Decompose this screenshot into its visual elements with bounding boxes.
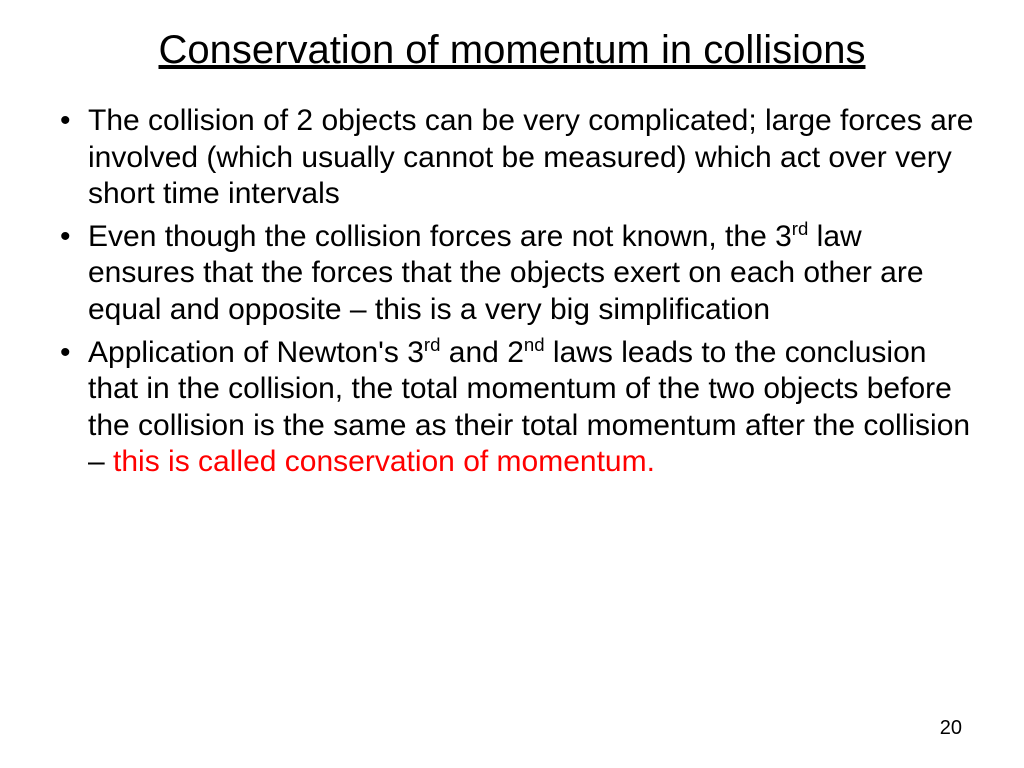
page-number: 20 [940,717,962,740]
slide-title: Conservation of momentum in collisions [50,28,974,73]
ordinal-sup: nd [524,334,545,355]
ordinal-sup: rd [792,218,809,239]
bullet-item: Even though the collision forces are not… [88,219,974,329]
bullet-list: The collision of 2 objects can be very c… [50,103,974,481]
bullet-text: Even though the collision forces are not… [88,220,792,253]
ordinal-sup: rd [424,334,441,355]
bullet-text: and 2 [440,336,523,369]
bullet-text: Application of Newton's 3 [88,336,424,369]
slide-container: Conservation of momentum in collisions T… [0,0,1024,768]
bullet-item: The collision of 2 objects can be very c… [88,103,974,213]
highlight-text: this is called conservation of momentum. [113,445,655,478]
bullet-item: Application of Newton's 3rd and 2nd laws… [88,335,974,481]
bullet-text: The collision of 2 objects can be very c… [88,104,973,210]
